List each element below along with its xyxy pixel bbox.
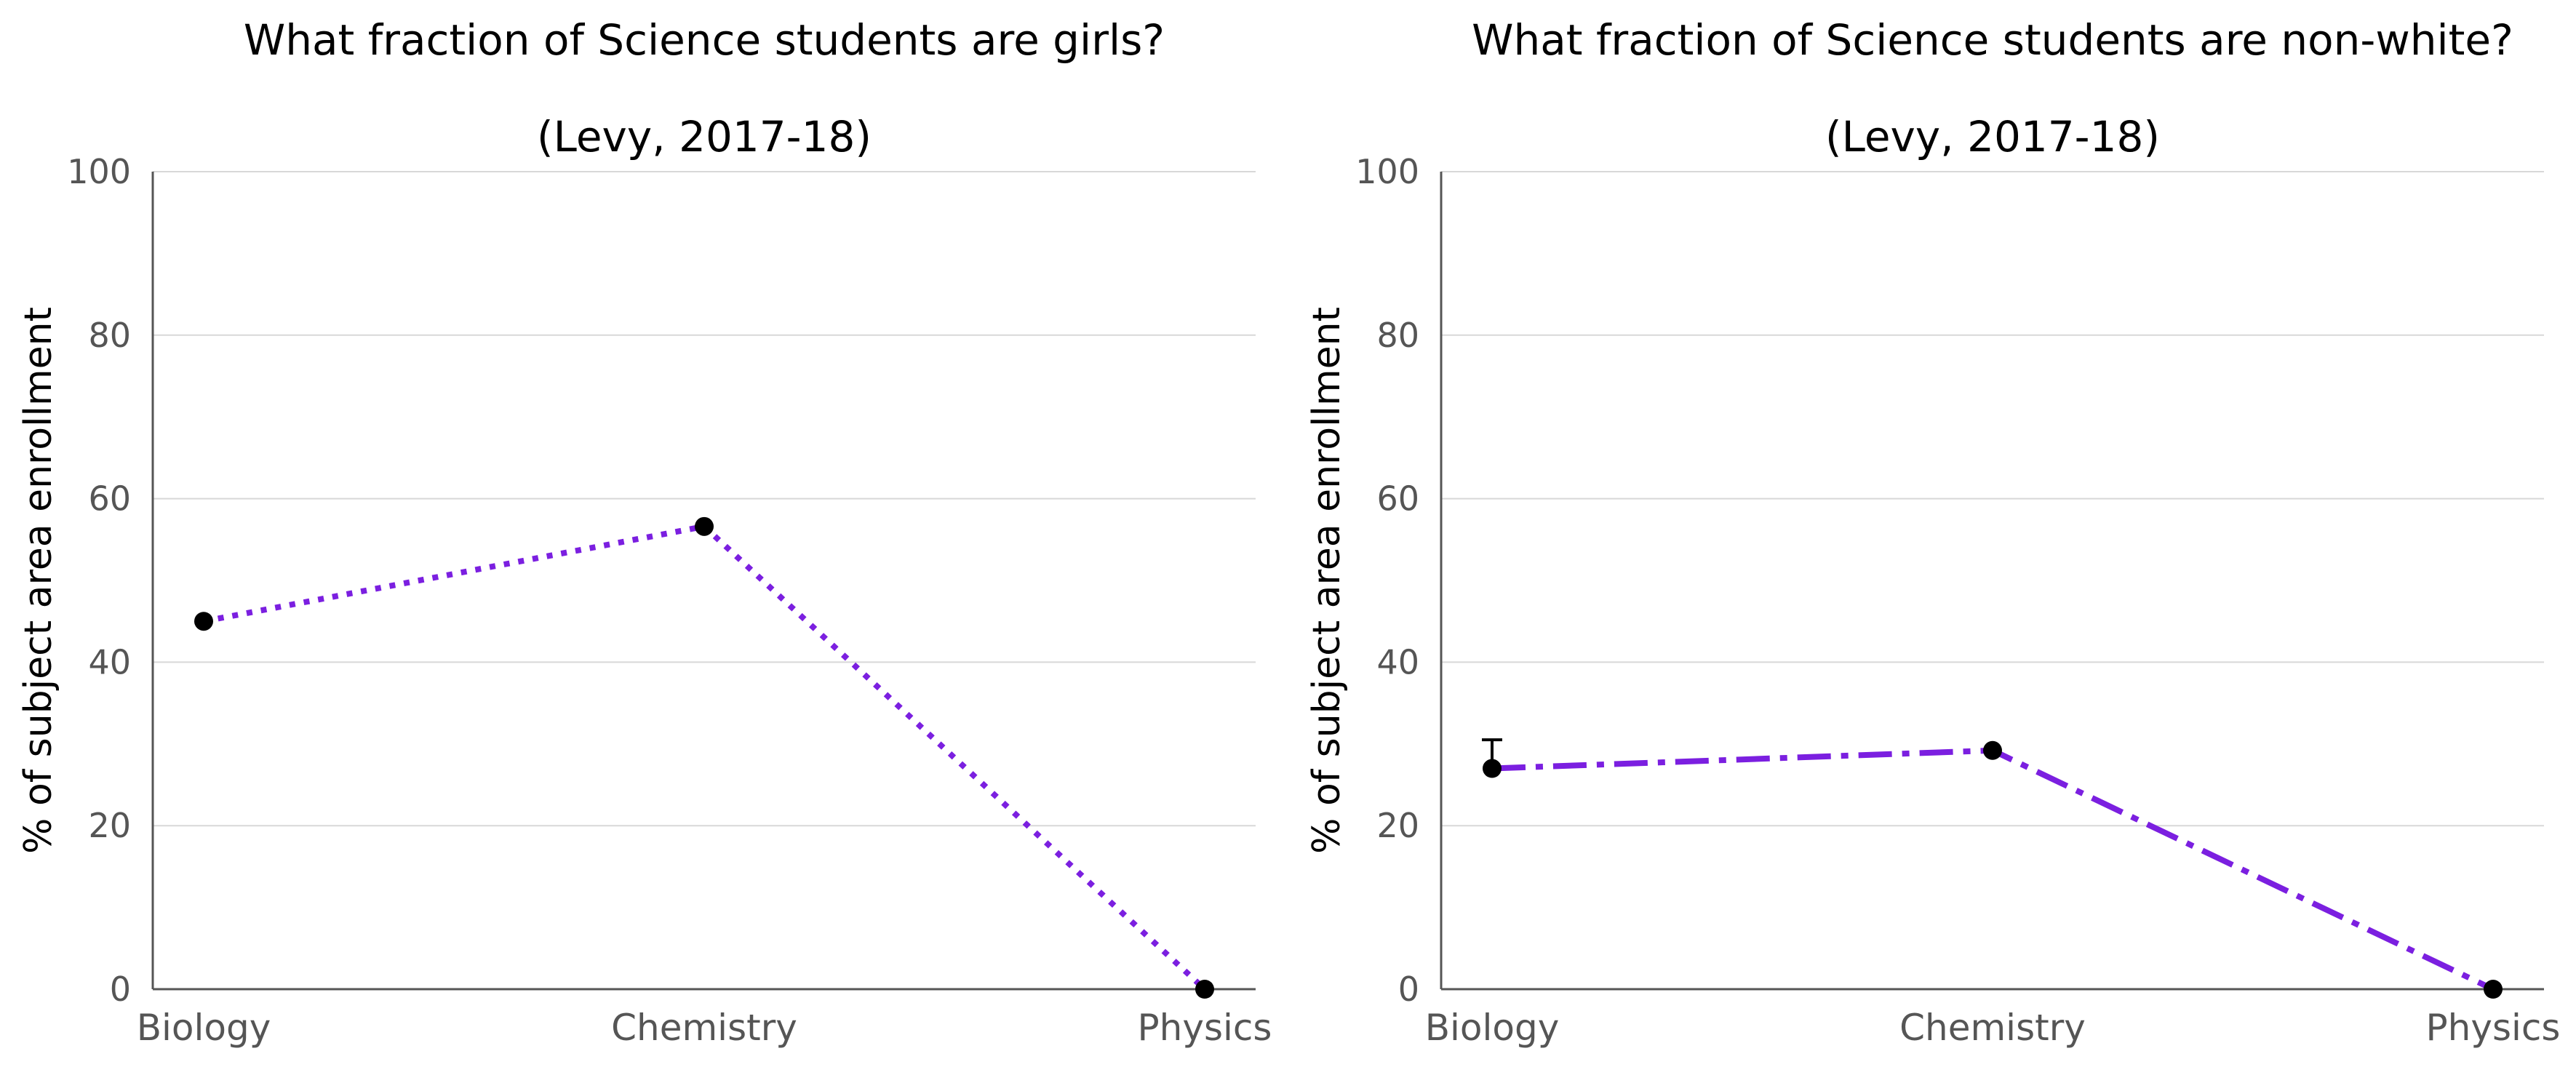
right-x-tick-label: Biology — [1425, 1007, 1560, 1049]
left-x-tick-label: Chemistry — [611, 1007, 797, 1049]
left-data-point — [194, 612, 213, 631]
right-y-axis-label: % of subject area enrollment — [1305, 307, 1349, 854]
left-data-point — [695, 516, 714, 536]
right-y-tick-label: 60 — [1376, 479, 1419, 519]
right-y-tick-label: 0 — [1398, 970, 1419, 1009]
left-y-tick-label: 0 — [110, 970, 131, 1009]
right-y-tick-label: 80 — [1376, 316, 1419, 355]
left-y-tick-label: 40 — [88, 642, 131, 682]
left-y-tick-label: 80 — [88, 316, 131, 355]
left-y-tick-label: 20 — [88, 806, 131, 845]
left-y-tick-label: 100 — [67, 152, 131, 191]
right-data-point — [1483, 759, 1502, 778]
right-chart-subtitle: (Levy, 2017-18) — [1825, 112, 2160, 161]
right-data-point — [1983, 740, 2002, 760]
right-x-tick-label: Physics — [2426, 1007, 2561, 1049]
left-chart-subtitle: (Levy, 2017-18) — [537, 112, 872, 161]
right-chart-title: What fraction of Science students are no… — [1472, 15, 2513, 65]
left-data-point — [1195, 980, 1214, 999]
right-y-tick-label: 100 — [1355, 152, 1419, 191]
left-x-tick-label: Physics — [1138, 1007, 1272, 1049]
left-chart-title: What fraction of Science students are gi… — [244, 15, 1165, 65]
right-y-tick-label: 40 — [1376, 642, 1419, 682]
left-y-tick-label: 60 — [88, 479, 131, 519]
left-y-axis-label: % of subject area enrollment — [17, 307, 60, 854]
right-y-tick-label: 20 — [1376, 806, 1419, 845]
left-x-tick-label: Biology — [137, 1007, 271, 1049]
right-data-point — [2484, 980, 2503, 999]
left-series-line — [203, 523, 1207, 991]
right-series-line — [1491, 747, 2495, 992]
right-x-tick-label: Chemistry — [1899, 1007, 2086, 1049]
